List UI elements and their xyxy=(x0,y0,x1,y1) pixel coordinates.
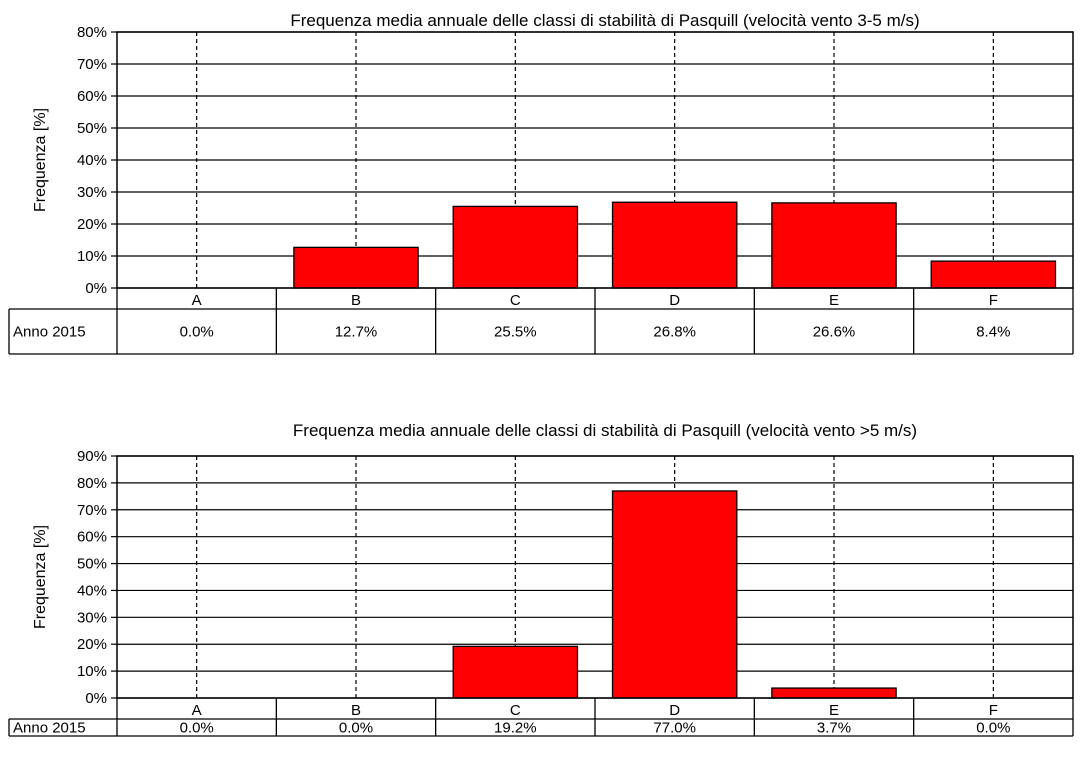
y-tick-label: 30% xyxy=(77,609,107,626)
y-tick-label: 20% xyxy=(77,636,107,653)
bar-d xyxy=(611,490,738,699)
bar-e xyxy=(771,202,897,289)
y-axis-label: Frequenza [%] xyxy=(32,525,49,629)
category-label: E xyxy=(829,292,839,309)
bar-c xyxy=(452,645,579,699)
category-label: F xyxy=(989,702,998,719)
chart-title: Frequenza media annuale delle classi di … xyxy=(293,421,917,440)
y-tick-label: 60% xyxy=(77,529,107,546)
y-tick-label: 30% xyxy=(77,184,107,201)
chart-title: Frequenza media annuale delle classi di … xyxy=(290,11,919,30)
plot-frame xyxy=(116,455,1074,699)
y-axis-label: Frequenza [%] xyxy=(32,108,49,212)
table-value: 0.0% xyxy=(976,720,1010,737)
y-tick-label: 50% xyxy=(77,556,107,573)
chart-2: Frequenza media annuale delle classi di … xyxy=(8,421,1074,737)
y-tick-label: 0% xyxy=(85,280,107,297)
bar-e xyxy=(771,687,897,699)
table-value: 26.8% xyxy=(653,324,696,341)
y-tick-label: 0% xyxy=(85,690,107,707)
category-label: E xyxy=(829,702,839,719)
table-value: 26.6% xyxy=(813,324,856,341)
table-value: 8.4% xyxy=(976,324,1010,341)
y-tick-label: 40% xyxy=(77,582,107,599)
table-value: 3.7% xyxy=(817,720,851,737)
category-label: B xyxy=(351,702,361,719)
table-value: 19.2% xyxy=(494,720,537,737)
category-label: D xyxy=(669,292,680,309)
table-value: 12.7% xyxy=(335,324,378,341)
y-tick-label: 80% xyxy=(77,475,107,492)
bar-c xyxy=(452,205,579,289)
y-tick-label: 10% xyxy=(77,663,107,680)
y-tick-label: 10% xyxy=(77,248,107,265)
table-series-name: Anno 2015 xyxy=(13,324,86,341)
y-tick-label: 70% xyxy=(77,56,107,73)
category-label: C xyxy=(510,292,521,309)
y-tick-label: 20% xyxy=(77,216,107,233)
category-label: B xyxy=(351,292,361,309)
bar-f xyxy=(930,260,1057,289)
y-tick-label: 60% xyxy=(77,88,107,105)
bar-d xyxy=(611,201,738,289)
table-value: 0.0% xyxy=(180,720,214,737)
table-value: 77.0% xyxy=(653,720,696,737)
table-series-name: Anno 2015 xyxy=(13,720,86,737)
table-value: 0.0% xyxy=(180,324,214,341)
y-tick-label: 90% xyxy=(77,448,107,465)
category-label: A xyxy=(192,292,202,309)
category-label: D xyxy=(669,702,680,719)
table-value: 25.5% xyxy=(494,324,537,341)
bar-b xyxy=(293,246,419,289)
y-tick-label: 80% xyxy=(77,24,107,41)
y-tick-label: 50% xyxy=(77,120,107,137)
table-value: 0.0% xyxy=(339,720,373,737)
y-tick-label: 70% xyxy=(77,502,107,519)
chart-1: Frequenza media annuale delle classi di … xyxy=(8,11,1074,355)
category-label: F xyxy=(989,292,998,309)
y-tick-label: 40% xyxy=(77,152,107,169)
category-label: A xyxy=(192,702,202,719)
category-label: C xyxy=(510,702,521,719)
